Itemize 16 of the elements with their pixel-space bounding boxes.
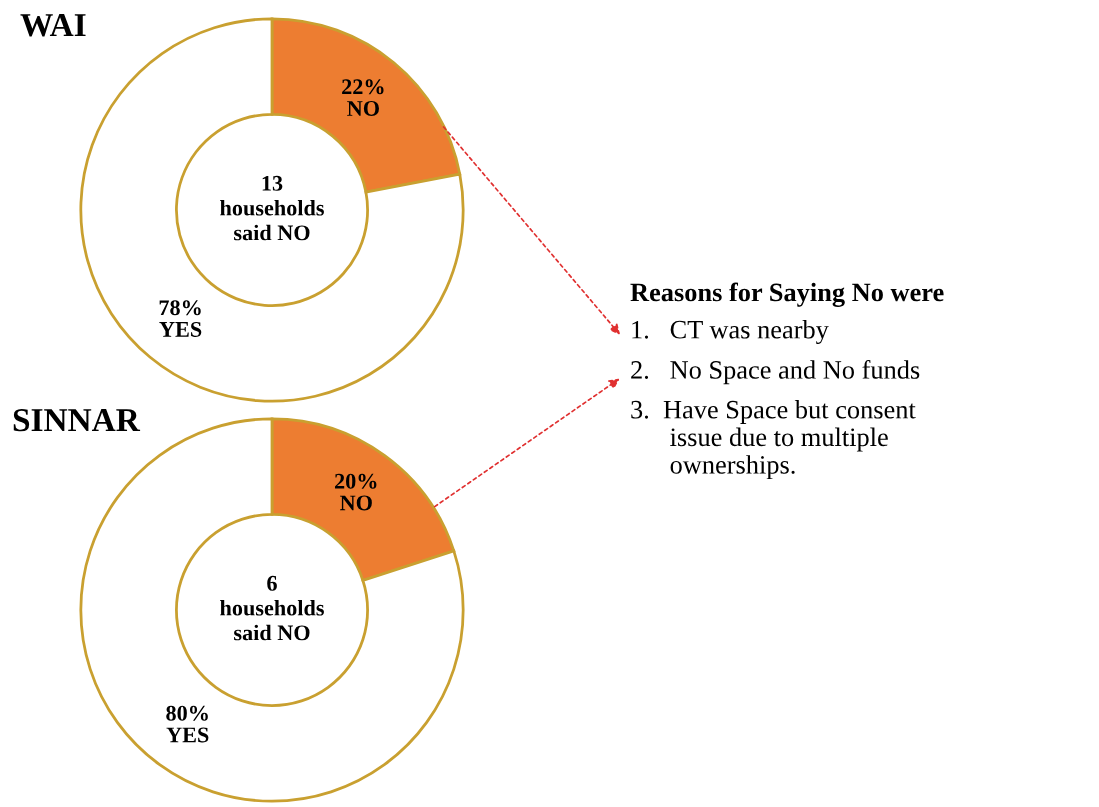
slice-label: YES: [159, 321, 202, 337]
slice-label: NO: [347, 101, 379, 116]
data-label: 20%: [334, 473, 377, 489]
slice-label: YES: [166, 727, 209, 743]
text: 3. Have Space but consent issue due to multiple ownerships.: [631, 400, 916, 480]
chart-title: WAI: [20, 14, 86, 37]
text: 13 households said NO: [220, 175, 324, 241]
data-label: 80%: [166, 705, 208, 721]
data-label: 78%: [159, 300, 201, 316]
slice-label: NO: [340, 495, 372, 511]
chart-title: SINNAR: [13, 408, 141, 432]
text: 1. CT was nearby: [632, 320, 829, 345]
text: 2. No Space and No funds: [631, 360, 920, 385]
data-label: 22%: [342, 79, 384, 95]
text: 6 households said NO: [220, 575, 324, 641]
text: Reasons for Saying No were: [630, 282, 944, 307]
